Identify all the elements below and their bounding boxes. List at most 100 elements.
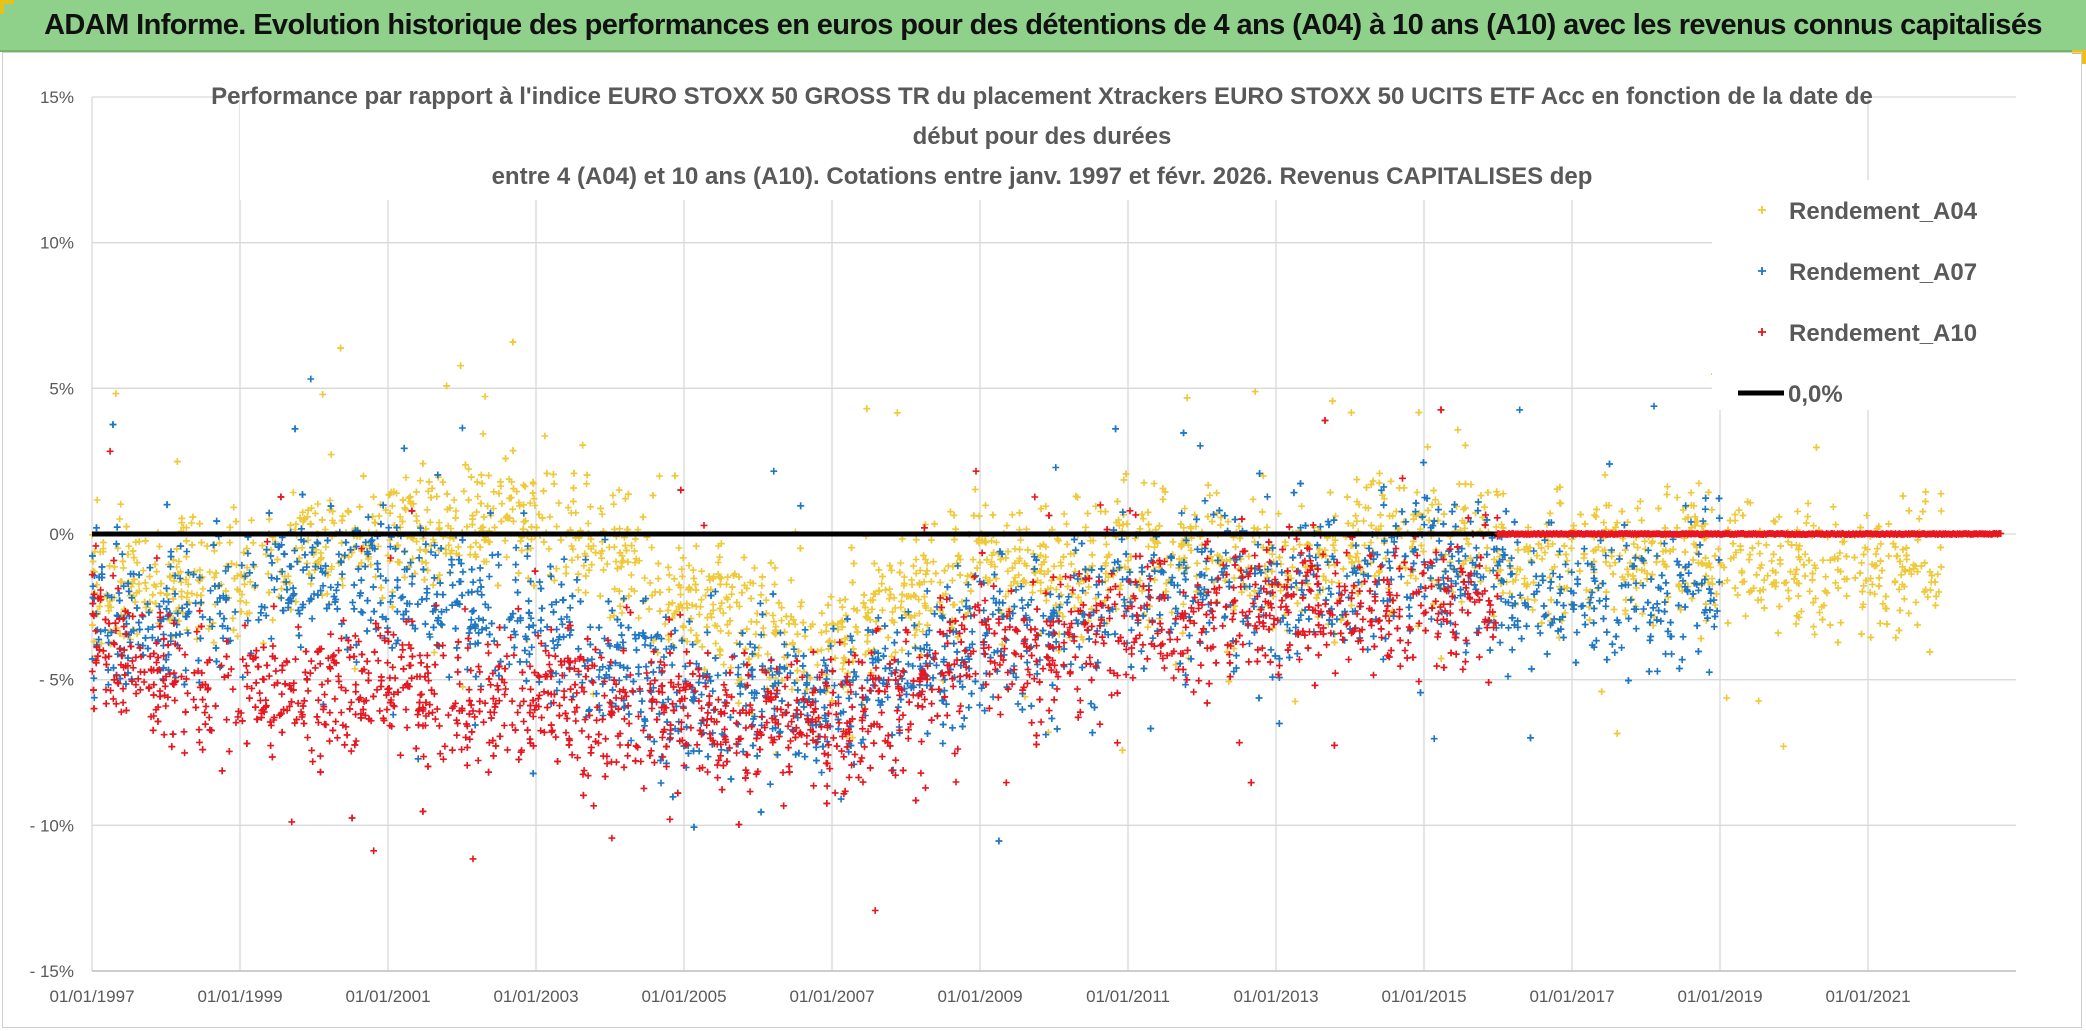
- point-rendement-a04: [1895, 627, 1903, 634]
- point-rendement-a04: [892, 648, 899, 656]
- point-rendement-a07: [207, 587, 214, 595]
- point-rendement-a04: [570, 484, 577, 492]
- point-rendement-a07: [566, 604, 574, 612]
- point-rendement-a04: [465, 496, 472, 504]
- point-rendement-a04: [112, 390, 120, 397]
- point-rendement-a04: [123, 523, 130, 531]
- point-rendement-a07: [976, 701, 984, 709]
- point-rendement-a07: [1462, 649, 1470, 656]
- point-rendement-a04: [120, 564, 127, 572]
- point-rendement-a04: [1481, 503, 1488, 511]
- point-rendement-a04: [322, 543, 330, 551]
- point-rendement-a04: [173, 458, 181, 465]
- point-rendement-a07: [1568, 568, 1576, 576]
- point-rendement-a04: [516, 502, 524, 510]
- point-rendement-a04: [1810, 623, 1817, 631]
- point-rendement-a04: [753, 610, 761, 617]
- point-rendement-a07: [1650, 402, 1658, 410]
- point-rendement-a04: [745, 655, 753, 663]
- point-rendement-a04: [964, 572, 971, 580]
- point-rendement-a04: [698, 643, 706, 651]
- point-rendement-a04: [822, 627, 830, 635]
- point-rendement-a04: [665, 571, 673, 579]
- report-banner: ADAM Informe. Evolution historique des p…: [0, 0, 2086, 52]
- point-rendement-a04: [1561, 542, 1568, 550]
- point-rendement-a07: [423, 595, 430, 603]
- point-rendement-a04: [1168, 609, 1176, 616]
- point-rendement-a04: [735, 699, 742, 707]
- point-rendement-a07: [377, 572, 384, 580]
- point-rendement-a04: [656, 607, 664, 615]
- point-rendement-a04: [529, 489, 537, 497]
- point-rendement-a04: [1795, 592, 1802, 600]
- point-rendement-a04: [1029, 589, 1036, 596]
- point-rendement-a04: [498, 500, 506, 508]
- point-rendement-a04: [1251, 388, 1259, 395]
- point-rendement-a04: [1937, 507, 1945, 515]
- point-rendement-a04: [908, 581, 916, 589]
- point-rendement-a04: [884, 634, 892, 641]
- point-rendement-a07: [464, 666, 471, 673]
- point-rendement-a04: [546, 513, 554, 521]
- point-rendement-a04: [814, 647, 821, 655]
- point-rendement-a04: [307, 580, 315, 588]
- point-rendement-a07: [359, 609, 367, 617]
- point-rendement-a04: [477, 500, 485, 507]
- point-rendement-a04: [1430, 487, 1438, 494]
- point-rendement-a04: [528, 536, 535, 543]
- point-rendement-a04: [135, 580, 143, 588]
- point-rendement-a04: [1180, 524, 1188, 532]
- point-rendement-a04: [982, 501, 989, 509]
- point-rendement-a04: [1167, 561, 1174, 569]
- point-rendement-a04: [823, 621, 830, 629]
- point-rendement-a04: [472, 539, 480, 547]
- point-rendement-a04: [1641, 537, 1649, 545]
- point-rendement-a04: [1249, 495, 1257, 503]
- point-rendement-a04: [1905, 507, 1913, 515]
- point-rendement-a04: [550, 480, 558, 488]
- point-rendement-a04: [879, 606, 886, 614]
- point-rendement-a04: [509, 505, 516, 513]
- point-rendement-a04: [189, 513, 197, 521]
- point-rendement-a04: [1760, 576, 1768, 584]
- point-rendement-a04: [696, 611, 703, 618]
- point-rendement-a04: [698, 567, 705, 575]
- point-rendement-a04: [1547, 596, 1555, 604]
- point-rendement-a07: [1430, 735, 1438, 743]
- point-rendement-a04: [1064, 583, 1072, 590]
- point-rendement-a04: [1787, 568, 1794, 576]
- point-rendement-a04: [1785, 595, 1793, 602]
- point-rendement-a04: [1697, 635, 1705, 642]
- point-rendement-a04: [1561, 609, 1569, 617]
- point-rendement-a04: [1367, 539, 1375, 546]
- point-rendement-a04: [1661, 524, 1669, 532]
- point-rendement-a07: [1267, 646, 1275, 654]
- point-rendement-a04: [747, 595, 755, 602]
- point-rendement-a04: [1770, 517, 1778, 525]
- point-rendement-a04: [1367, 481, 1375, 489]
- point-rendement-a04: [1804, 513, 1811, 520]
- point-rendement-a04: [1897, 571, 1905, 579]
- point-rendement-a07: [1496, 639, 1504, 646]
- point-rendement-a04: [1711, 601, 1719, 609]
- point-rendement-a04: [889, 608, 896, 616]
- point-rendement-a04: [1538, 619, 1545, 627]
- point-rendement-a04: [665, 586, 673, 593]
- point-rendement-a04: [402, 474, 410, 481]
- point-rendement-a04: [1899, 492, 1907, 500]
- point-rendement-a04: [1067, 550, 1075, 558]
- point-rendement-a04: [1832, 521, 1840, 528]
- point-rendement-a07: [776, 728, 784, 736]
- point-rendement-a04: [1606, 562, 1614, 570]
- point-rendement-a04: [950, 511, 958, 519]
- point-rendement-a04: [583, 480, 590, 488]
- point-rendement-a04: [139, 567, 147, 574]
- point-rendement-a04: [988, 537, 995, 545]
- point-rendement-a04: [163, 591, 171, 599]
- point-rendement-a04: [1063, 540, 1071, 548]
- point-rendement-a04: [1499, 490, 1507, 498]
- point-rendement-a04: [1637, 498, 1644, 505]
- point-rendement-a04: [1924, 593, 1932, 601]
- point-rendement-a04: [1806, 587, 1814, 595]
- point-rendement-a04: [497, 478, 504, 486]
